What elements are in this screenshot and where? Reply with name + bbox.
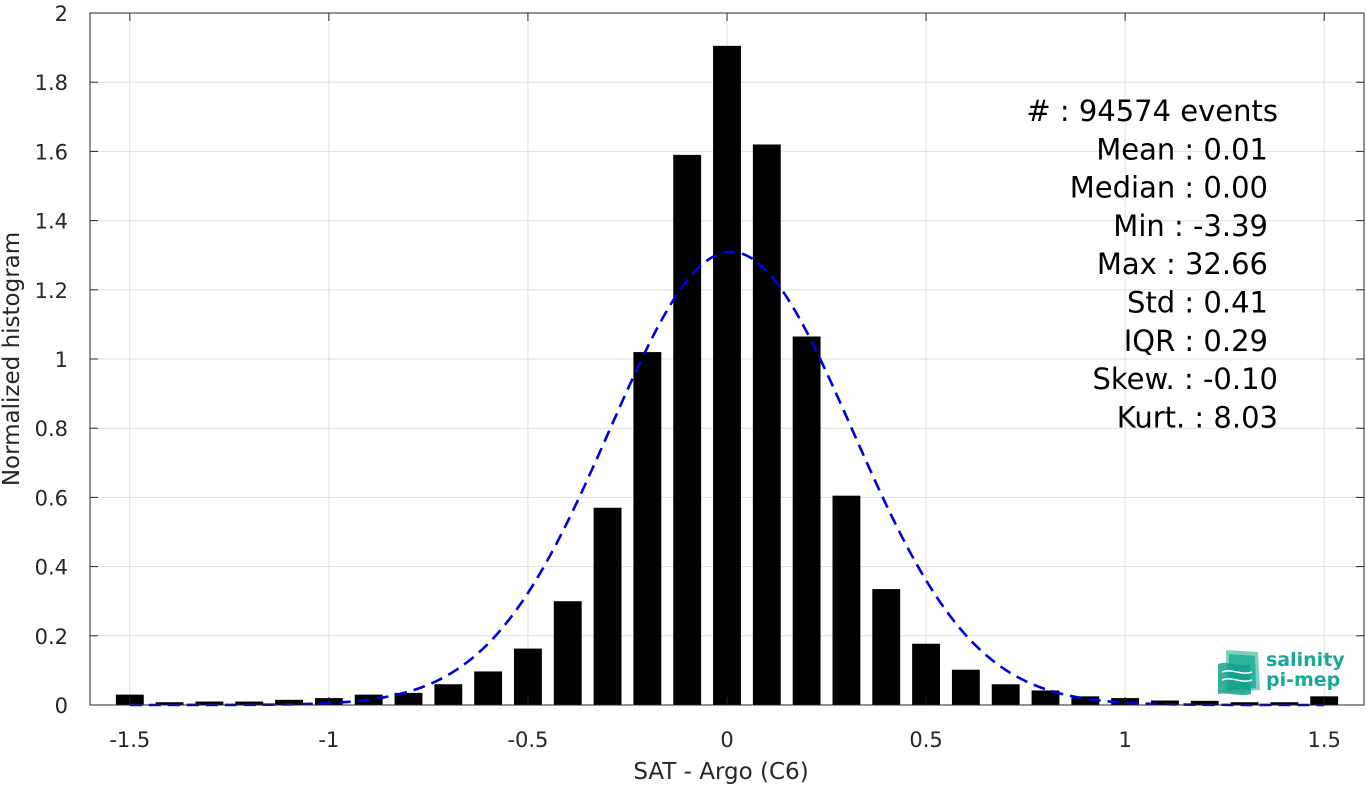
y-tick-label: 2 [55, 2, 68, 26]
stats-line: Mean : 0.01 [1096, 132, 1268, 166]
stats-line: Kurt. : 8.03 [1117, 400, 1278, 434]
stats-line: Max : 32.66 [1097, 247, 1268, 281]
y-tick-label: 0.6 [35, 486, 68, 510]
x-tick-label: -0.5 [507, 728, 548, 752]
y-tick-label: 0.8 [35, 417, 68, 441]
histogram-bar [394, 692, 423, 705]
axis-ticks [90, 12, 1364, 706]
y-tick-label: 0.2 [35, 625, 68, 649]
x-tick-label: 0.5 [909, 728, 942, 752]
histogram-bar [553, 601, 582, 705]
stats-line: IQR : 0.29 [1124, 324, 1268, 358]
x-tick-label: -1 [318, 728, 339, 752]
histogram-bar [633, 352, 662, 705]
histogram-bar [1071, 696, 1100, 705]
histogram-bar [195, 701, 224, 705]
x-tick-labels: -1.5 -1 -0.5 0 0.5 1 1.5 [109, 728, 1341, 752]
stats-line: Skew. : -0.10 [1092, 362, 1278, 396]
x-tick-label: 0 [720, 728, 733, 752]
stats-line: Min : -3.39 [1113, 209, 1268, 243]
y-tick-label: 1 [55, 348, 68, 372]
x-tick-label: 1 [1118, 728, 1131, 752]
y-tick-label: 1.2 [35, 279, 68, 303]
histogram-bar [1190, 700, 1219, 705]
histogram-bar [434, 684, 463, 705]
stats-line: Median : 0.00 [1070, 171, 1268, 205]
histogram-bar [593, 507, 622, 705]
histogram-bar [673, 154, 702, 706]
statistics-box: # : 94574 events Mean : 0.01 Median : 0.00… [1026, 94, 1278, 434]
histogram-bar [474, 671, 503, 705]
histogram-bar [155, 702, 184, 705]
y-tick-label: 1.4 [35, 210, 68, 234]
histogram-bar [752, 144, 781, 706]
y-axis-title: Normalized histogram [0, 232, 25, 486]
logo-line2: pi-mep [1266, 669, 1340, 691]
histogram-bar [1031, 690, 1060, 705]
stats-line: # : 94574 events [1026, 94, 1278, 128]
histogram-bar [991, 684, 1020, 705]
histogram-bars [115, 45, 1339, 706]
salinity-pimep-logo: salinity pi-mep [1218, 649, 1345, 695]
y-tick-label: 1.6 [35, 140, 68, 164]
histogram-bar [235, 701, 264, 705]
x-tick-label: 1.5 [1307, 728, 1340, 752]
histogram-bar [832, 495, 861, 705]
histogram-bar [951, 669, 980, 705]
histogram-bar [1151, 700, 1179, 705]
histogram-bar [872, 589, 901, 705]
y-tick-label: 0 [55, 694, 68, 718]
histogram-bar [713, 45, 741, 706]
histogram-bar [275, 699, 303, 705]
histogram-bar [1230, 702, 1259, 705]
y-tick-labels: 0 0.2 0.4 0.6 0.8 1 1.2 1.4 1.6 1.8 2 [35, 2, 68, 718]
stats-line: Std : 0.41 [1127, 286, 1268, 320]
y-tick-label: 1.8 [35, 71, 68, 95]
histogram-bar [1270, 702, 1299, 705]
histogram-bar [792, 336, 821, 705]
histogram-bar [912, 643, 940, 705]
logo-wave-icon [1218, 650, 1260, 695]
x-tick-label: -1.5 [109, 728, 150, 752]
x-axis-title: SAT - Argo (C6) [633, 759, 808, 785]
logo-line1: salinity [1266, 649, 1345, 671]
y-tick-label: 0.4 [35, 556, 68, 580]
histogram-bar [514, 648, 542, 705]
